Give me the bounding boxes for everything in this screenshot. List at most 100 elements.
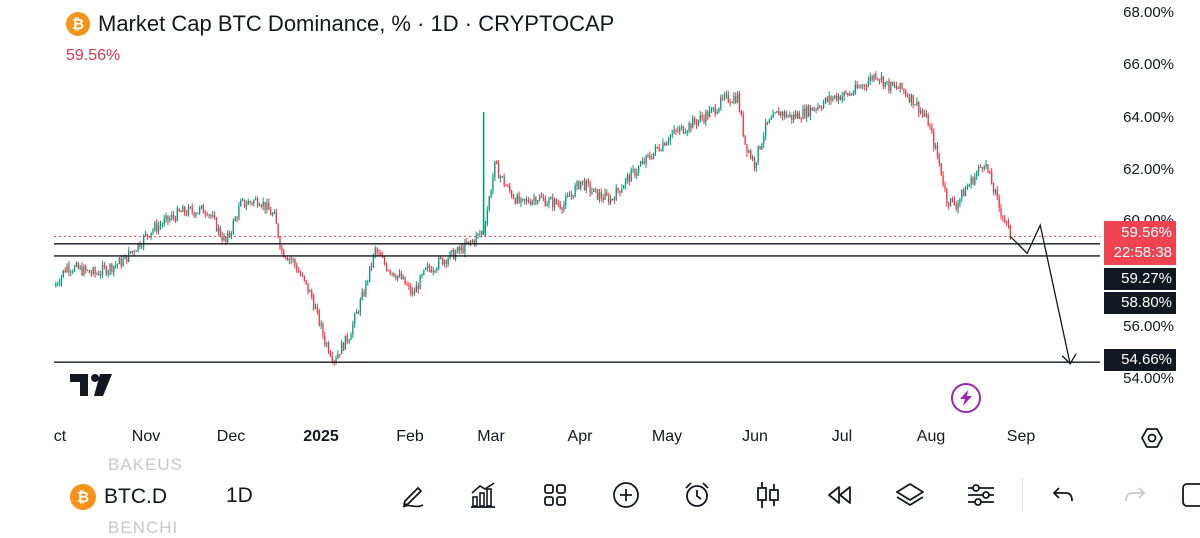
symbol-selector[interactable]: ₿ BTC.D (70, 484, 167, 510)
price-chart[interactable] (0, 0, 1200, 460)
candle-body (802, 108, 804, 120)
candle-body (247, 201, 249, 205)
candle-body (537, 200, 539, 203)
candle-body (389, 270, 391, 274)
chart-settings-icon[interactable] (1140, 426, 1164, 455)
candle-body (632, 169, 634, 171)
candle-body (559, 204, 561, 209)
candle-body (615, 187, 617, 201)
candle-body (953, 199, 955, 205)
candle-body (708, 110, 711, 118)
candle-body (626, 175, 629, 180)
candle-body (714, 107, 716, 115)
candle-body (604, 192, 606, 200)
settings-sliders-icon[interactable] (964, 478, 998, 512)
candle-body (385, 263, 388, 271)
candle-body (873, 74, 875, 80)
candle-body (684, 132, 686, 134)
candle-body (355, 311, 358, 314)
candle-body (763, 136, 765, 144)
candle-body (860, 86, 862, 88)
candle-body (664, 142, 666, 146)
candle-body (804, 108, 806, 118)
replay-rewind-icon[interactable] (822, 478, 856, 512)
candle-body (376, 248, 378, 253)
symbol-title[interactable]: Market Cap BTC Dominance, % · 1D · CRYPT… (98, 11, 615, 36)
candle-body (340, 342, 343, 355)
candle-body (759, 146, 761, 150)
candle-body (931, 126, 933, 132)
candle-body (137, 243, 139, 251)
level-tag-1[interactable]: 59.27% (1104, 268, 1176, 290)
redo-icon[interactable] (1118, 478, 1152, 512)
candle-body (923, 113, 926, 117)
level-tag-2[interactable]: 58.80% (1104, 292, 1176, 314)
candle-body (327, 343, 330, 353)
candle-body (397, 275, 399, 279)
candle-body (307, 283, 309, 293)
candle-body (486, 209, 488, 225)
candle-body (475, 235, 477, 244)
candle-body (352, 323, 354, 335)
candle-body (215, 217, 218, 232)
drawing-tools-icon[interactable] (396, 478, 430, 512)
candle-body (716, 111, 718, 115)
candlestick-type-icon[interactable] (751, 478, 785, 512)
candle-body (225, 236, 227, 243)
candle-body (576, 181, 578, 187)
candle-body (264, 201, 266, 211)
candle-body (374, 248, 376, 255)
candle-body (557, 203, 559, 205)
lightning-icon[interactable] (951, 383, 981, 413)
candle-body (929, 125, 931, 127)
candle-body (910, 94, 913, 103)
candle-body (251, 202, 253, 204)
chart-area[interactable] (0, 0, 1200, 460)
candle-body (847, 93, 849, 96)
candle-body (165, 215, 167, 220)
candle-body (783, 111, 785, 117)
candle-body (447, 258, 449, 264)
interval-selector[interactable]: 1D (226, 484, 253, 507)
candle-body (796, 112, 799, 118)
candle-body (946, 188, 948, 204)
candle-body (303, 275, 305, 280)
add-plus-icon[interactable] (609, 478, 643, 512)
candle-body (439, 257, 442, 259)
candle-body (985, 164, 987, 167)
candle-body (324, 335, 326, 345)
candle-body (245, 204, 248, 207)
y-tick-label: 66.00% (1123, 56, 1174, 73)
toolbar-divider (1022, 478, 1023, 512)
candle-body (609, 198, 612, 203)
layers-icon[interactable] (893, 478, 927, 512)
candle-body (305, 279, 307, 284)
alarm-clock-icon[interactable] (680, 478, 714, 512)
candle-body (906, 95, 909, 97)
tradingview-logo-icon[interactable] (70, 374, 116, 401)
candle-body (981, 167, 983, 169)
candle-body (841, 96, 843, 100)
candle-body (742, 115, 744, 136)
candle-body (972, 177, 974, 185)
x-tick-label: 2025 (303, 428, 339, 445)
candle-body (748, 150, 750, 153)
current-price-tag: 59.56% 22:58:38 (1104, 221, 1176, 265)
candle-body (473, 240, 475, 244)
candle-body (921, 110, 924, 114)
candle-body (938, 156, 941, 164)
candle-body (791, 114, 793, 121)
candle-body (679, 128, 681, 132)
candle-body (428, 266, 431, 270)
indicators-icon[interactable] (466, 478, 500, 512)
candle-body (583, 180, 586, 190)
candle-body (490, 191, 492, 197)
level-tag-3[interactable]: 54.66% (1104, 349, 1176, 371)
undo-icon[interactable] (1046, 478, 1080, 512)
candle-body (122, 259, 124, 266)
y-tick-label: 62.00% (1123, 161, 1174, 178)
candle-body (68, 265, 70, 272)
more-menu-icon[interactable] (1176, 478, 1200, 512)
layouts-grid-icon[interactable] (538, 478, 572, 512)
candle-body (430, 269, 432, 273)
